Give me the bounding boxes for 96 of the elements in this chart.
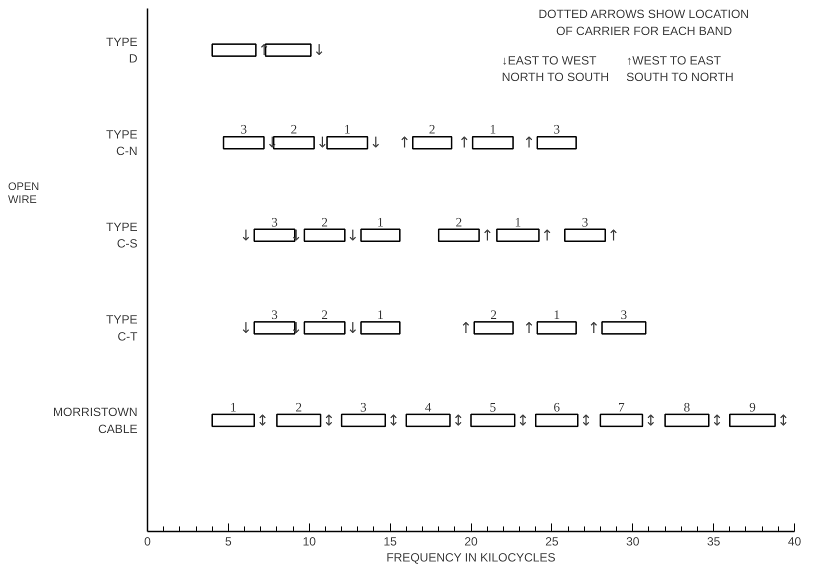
bar (564, 228, 606, 242)
series-label: 2 (295, 399, 302, 414)
annotation: ↓EAST TO WEST NORTH TO SOUTH (502, 53, 610, 84)
series-label: 1 (490, 122, 496, 137)
series-label: 9 (749, 399, 756, 414)
x-tick-label: 40 (788, 534, 802, 548)
bar (536, 321, 577, 335)
bar (360, 321, 401, 335)
series-label: 3 (360, 399, 367, 414)
text: 2 (456, 214, 462, 230)
text: 1 (377, 214, 384, 230)
x-tick-label: 5 (225, 534, 232, 548)
bar (472, 136, 514, 150)
annotation: ↑ (587, 318, 600, 337)
annotation: ↕ (452, 411, 465, 430)
annotation: DOTTED ARROWS SHOW LOCATION OF CARRIER FOR EACH BAND (538, 6, 749, 38)
text: 2 (321, 214, 328, 230)
bar (600, 414, 644, 428)
text: OPEN WIRE (8, 181, 40, 206)
annotation: ↑ (540, 226, 554, 244)
annotation: ↕ (516, 411, 530, 430)
annotation: ↕ (580, 411, 592, 430)
bar (304, 321, 346, 335)
text: 3 (271, 214, 278, 230)
annotation: ↓ (240, 318, 252, 337)
y-tick-label: TYPE D (106, 34, 138, 66)
series-label: 3 (240, 122, 247, 137)
bar (729, 414, 776, 428)
x-tick-label: 30 (626, 534, 640, 548)
bar (406, 414, 451, 428)
text: 2 (490, 306, 497, 322)
x-axis-title: FREQUENCY IN KILOCYCLES (386, 550, 556, 564)
series-label: 2 (290, 122, 298, 137)
annotation: ↑ (522, 134, 536, 152)
y-tick-label: MORRISTOWN CABLE (53, 405, 138, 436)
x-tick-label: 35 (706, 534, 721, 548)
annotation: ↓ (346, 226, 360, 244)
text: 2 (321, 306, 328, 322)
series-label: 8 (684, 399, 690, 414)
bar (438, 228, 480, 242)
bar (664, 414, 710, 428)
annotation: ↕ (256, 411, 269, 430)
annotation: ↕ (777, 411, 790, 430)
annotation: ↑ (522, 318, 536, 337)
x-tick-label: 0 (144, 534, 152, 548)
text: 3 (582, 214, 588, 230)
annotation: ↑ (460, 318, 472, 337)
annotation: ↕ (322, 411, 336, 430)
bar (412, 136, 452, 150)
annotation: ↕ (387, 411, 400, 430)
y-tick-label: TYPE C-S (106, 220, 138, 251)
annotation: ↑ (398, 134, 411, 152)
bar (326, 136, 368, 150)
bar (211, 414, 256, 428)
series-label: 3 (553, 122, 560, 137)
x-tick-label: 15 (383, 534, 398, 548)
text: 1 (514, 214, 522, 230)
bar (304, 228, 346, 242)
bar (360, 228, 401, 242)
bar (211, 43, 257, 57)
annotation: ↑ (607, 226, 620, 244)
series-label: 6 (553, 399, 560, 414)
annotation: ↕ (710, 411, 724, 430)
annotation: ↑ (458, 134, 471, 152)
bar (470, 414, 516, 428)
bar (496, 228, 540, 242)
annotation: ↓ (316, 134, 329, 152)
x-tick-label: 10 (302, 534, 316, 548)
series-label: 1 (230, 399, 236, 414)
series-label: 1 (344, 122, 351, 137)
series-label: 2 (428, 122, 436, 137)
annotation: ↑WEST TO EAST SOUTH TO NORTH (626, 53, 734, 84)
annotation: ↑ (481, 226, 494, 244)
text: 1 (377, 306, 384, 322)
x-tick-label: 20 (464, 534, 478, 548)
text: 1 (553, 306, 560, 322)
bar (536, 136, 577, 150)
x-tick-label: 25 (545, 534, 559, 548)
annotation: ↓ (312, 41, 326, 60)
bar (601, 321, 646, 335)
y-tick-label: TYPE C-N (106, 127, 138, 158)
annotation: ↓ (240, 226, 252, 244)
text: 3 (271, 306, 278, 322)
bar (276, 414, 322, 428)
annotation: ↓ (346, 318, 360, 337)
bar (222, 136, 265, 150)
series-label: 7 (618, 399, 626, 414)
bar (340, 414, 386, 428)
annotation: ↕ (644, 411, 658, 430)
bar (473, 321, 514, 335)
series-label: 4 (424, 399, 432, 414)
y-tick-label: TYPE C-T (106, 312, 138, 344)
bar (534, 414, 579, 428)
series-label: 5 (490, 399, 496, 414)
annotation: ↓ (369, 134, 382, 152)
text: 3 (620, 306, 628, 322)
